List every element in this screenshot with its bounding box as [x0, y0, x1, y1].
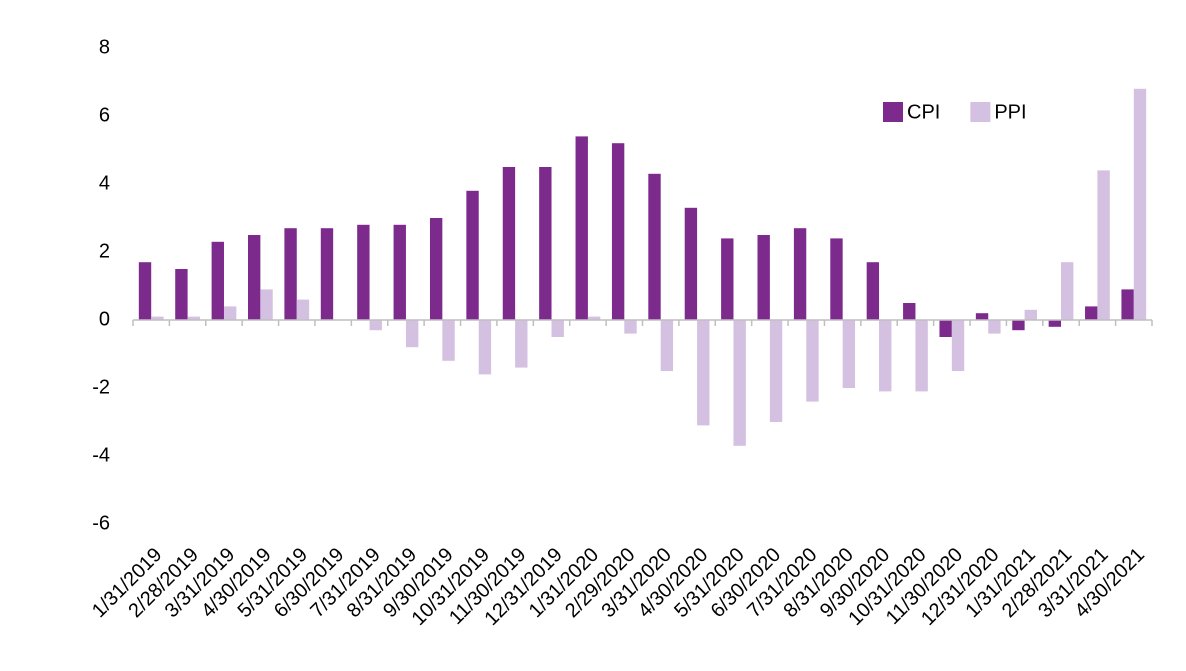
bar [1097, 170, 1110, 320]
bar [660, 320, 674, 371]
bar [248, 235, 261, 320]
bar [1085, 306, 1098, 320]
bar [393, 224, 406, 320]
bar [320, 228, 334, 320]
bar [1012, 320, 1025, 331]
bar [1061, 262, 1074, 320]
bar [187, 316, 200, 320]
bar [733, 320, 746, 446]
bar [757, 235, 770, 320]
bar [903, 303, 916, 320]
bar [648, 173, 661, 320]
y-tick-label: 2 [99, 240, 110, 262]
bar [575, 136, 588, 320]
bar [429, 218, 443, 320]
bar [1024, 309, 1037, 320]
bar [357, 224, 370, 320]
bar [1133, 88, 1147, 320]
bar [260, 289, 273, 320]
y-tick-label: 4 [99, 172, 110, 194]
y-tick-label: -6 [92, 512, 110, 534]
bar [515, 320, 528, 368]
bar [502, 167, 516, 320]
legend-label: PPI [994, 101, 1026, 123]
bar [223, 306, 237, 320]
bar [539, 167, 552, 320]
bar [296, 299, 310, 320]
bar [1048, 320, 1062, 327]
bar [697, 320, 710, 426]
bar [951, 320, 965, 371]
legend-label: CPI [907, 101, 940, 123]
bar [975, 313, 989, 320]
bar [442, 320, 455, 361]
bar [624, 320, 637, 334]
bar [1121, 289, 1134, 320]
y-tick-label: 0 [99, 308, 110, 330]
bar [830, 238, 843, 320]
bar [405, 320, 419, 348]
bar [879, 320, 892, 392]
bar [211, 241, 224, 320]
bar [284, 228, 297, 320]
bar [988, 320, 1001, 334]
bar [466, 190, 479, 320]
bar [151, 316, 164, 320]
bar [175, 269, 188, 320]
bar [478, 320, 492, 375]
legend-swatch [883, 102, 903, 122]
bar [806, 320, 819, 402]
bar [611, 143, 625, 320]
bar [866, 262, 880, 320]
legend-swatch [970, 102, 991, 122]
bar [138, 262, 152, 320]
y-tick-label: 6 [99, 104, 110, 126]
bar [587, 316, 601, 320]
bar [915, 320, 928, 392]
bar [793, 228, 807, 320]
y-tick-label: -4 [92, 444, 110, 466]
bar [769, 320, 783, 422]
y-tick-label: 8 [99, 36, 110, 58]
bar [369, 320, 382, 331]
y-tick-label: -2 [92, 376, 110, 398]
bar [842, 320, 856, 388]
bar [551, 320, 564, 337]
bar [721, 238, 734, 320]
bar [684, 207, 698, 320]
bar [939, 320, 952, 337]
